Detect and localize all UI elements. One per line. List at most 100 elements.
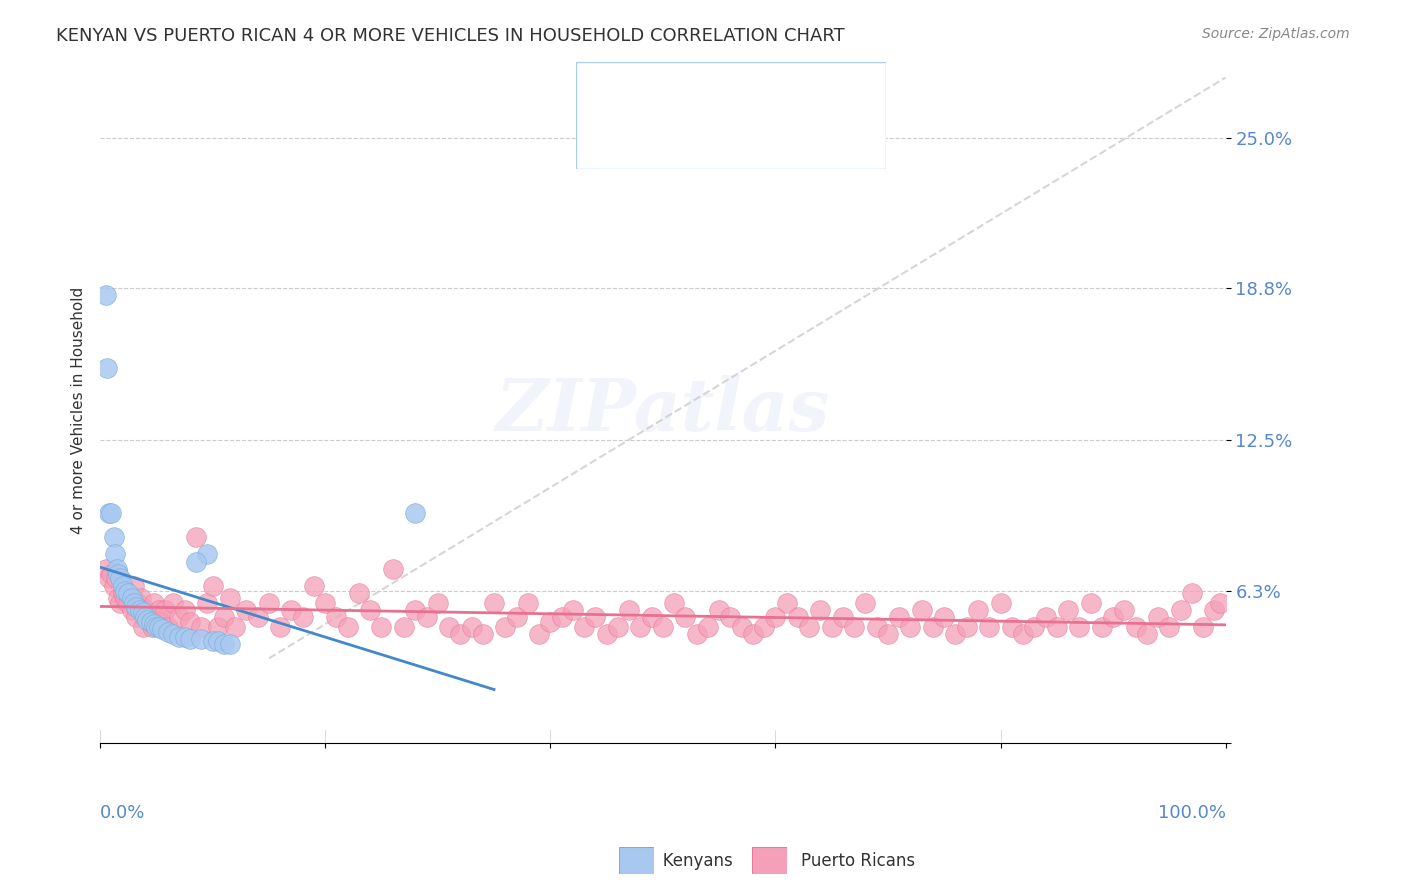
FancyBboxPatch shape bbox=[576, 62, 886, 169]
Point bbox=[662, 596, 685, 610]
Point bbox=[325, 610, 347, 624]
Point bbox=[145, 610, 167, 624]
Point bbox=[911, 603, 934, 617]
Point bbox=[1159, 620, 1181, 634]
Point bbox=[979, 620, 1001, 634]
Point bbox=[1192, 620, 1215, 634]
Point bbox=[110, 596, 132, 610]
Point bbox=[122, 596, 145, 610]
Point bbox=[787, 610, 810, 624]
Text: 100.0%: 100.0% bbox=[1157, 804, 1226, 822]
Point bbox=[934, 610, 956, 624]
Point bbox=[1001, 620, 1024, 634]
Point bbox=[145, 620, 167, 634]
Point bbox=[471, 627, 494, 641]
Point bbox=[195, 596, 218, 610]
Text: 0.0%: 0.0% bbox=[100, 804, 145, 822]
Bar bbox=[589, 125, 626, 157]
Point bbox=[776, 596, 799, 610]
Point bbox=[765, 610, 787, 624]
Point bbox=[162, 627, 184, 641]
Point bbox=[218, 637, 240, 651]
Point bbox=[190, 632, 212, 646]
Point bbox=[889, 610, 911, 624]
Point bbox=[138, 615, 160, 629]
Point bbox=[184, 554, 207, 568]
Point bbox=[415, 610, 437, 624]
Point bbox=[155, 603, 177, 617]
Point bbox=[1204, 603, 1226, 617]
Point bbox=[685, 627, 707, 641]
Point bbox=[1080, 596, 1102, 610]
Point bbox=[302, 579, 325, 593]
Point bbox=[125, 610, 148, 624]
Point bbox=[990, 596, 1012, 610]
Point bbox=[94, 288, 117, 302]
Point bbox=[167, 610, 190, 624]
Point bbox=[269, 620, 291, 634]
Point bbox=[832, 610, 855, 624]
Point bbox=[370, 620, 392, 634]
Point bbox=[179, 632, 201, 646]
Point bbox=[673, 610, 696, 624]
Point bbox=[128, 603, 150, 617]
Point bbox=[149, 615, 172, 629]
Point bbox=[855, 596, 877, 610]
Text: ZIPatlas: ZIPatlas bbox=[496, 375, 830, 446]
Point bbox=[1057, 603, 1080, 617]
Point bbox=[127, 596, 149, 610]
Point bbox=[754, 620, 776, 634]
Point bbox=[945, 627, 967, 641]
Point bbox=[100, 506, 122, 520]
Point bbox=[105, 562, 128, 576]
Point bbox=[844, 620, 866, 634]
Point bbox=[583, 610, 606, 624]
Point bbox=[122, 579, 145, 593]
Point bbox=[107, 591, 129, 605]
Point bbox=[494, 620, 516, 634]
Point bbox=[141, 620, 163, 634]
Point bbox=[167, 630, 190, 644]
Text: Puerto Ricans: Puerto Ricans bbox=[801, 852, 915, 870]
Point bbox=[426, 596, 449, 610]
Point bbox=[1012, 627, 1035, 641]
Point bbox=[257, 596, 280, 610]
Point bbox=[1181, 586, 1204, 600]
Point bbox=[132, 605, 155, 619]
Point bbox=[143, 617, 166, 632]
Text: R =  0.227   N =  37: R = 0.227 N = 37 bbox=[638, 87, 821, 102]
Point bbox=[121, 603, 143, 617]
Point bbox=[866, 620, 889, 634]
Text: Kenyans: Kenyans bbox=[647, 852, 759, 870]
Point bbox=[347, 586, 370, 600]
Point bbox=[810, 603, 832, 617]
Point bbox=[100, 566, 122, 581]
Point bbox=[98, 571, 121, 585]
Point bbox=[212, 610, 235, 624]
Point bbox=[505, 610, 527, 624]
Point bbox=[134, 610, 156, 624]
Point bbox=[110, 571, 132, 585]
Point bbox=[129, 591, 152, 605]
Point bbox=[152, 620, 174, 634]
Point bbox=[111, 586, 134, 600]
Bar bbox=[589, 78, 626, 111]
Point bbox=[550, 610, 572, 624]
Point bbox=[1170, 603, 1192, 617]
Point bbox=[156, 620, 179, 634]
Point bbox=[117, 586, 139, 600]
Point bbox=[246, 610, 269, 624]
Point bbox=[184, 530, 207, 544]
Point bbox=[1125, 620, 1147, 634]
Point bbox=[107, 566, 129, 581]
Point bbox=[336, 620, 359, 634]
Point bbox=[1209, 596, 1232, 610]
Point bbox=[103, 530, 125, 544]
Point bbox=[617, 603, 640, 617]
Point bbox=[156, 624, 179, 639]
Point bbox=[741, 627, 763, 641]
Point bbox=[1136, 627, 1159, 641]
Point bbox=[201, 634, 224, 648]
Point bbox=[121, 591, 143, 605]
Point bbox=[1024, 620, 1046, 634]
